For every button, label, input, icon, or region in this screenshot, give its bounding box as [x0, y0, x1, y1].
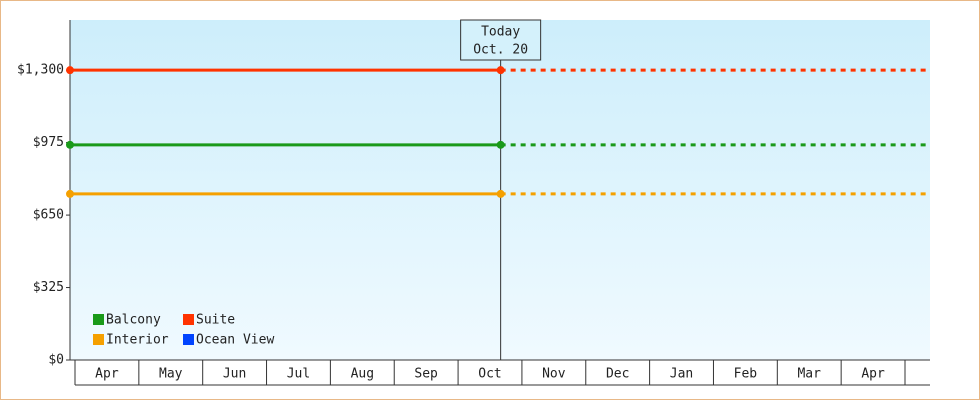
x-tick-label: Dec — [606, 367, 629, 382]
y-tick-label: $1,300 — [17, 63, 64, 78]
point — [496, 66, 505, 75]
x-tick-label: Apr — [95, 367, 119, 382]
legend-label: Ocean View — [196, 333, 274, 348]
y-tick-label: $0 — [48, 353, 64, 368]
point — [496, 140, 505, 149]
legend-label: Interior — [106, 333, 169, 348]
point — [66, 140, 74, 149]
legend-swatch — [93, 314, 104, 325]
x-tick-label: Nov — [542, 367, 566, 382]
x-tick-label: Mar — [797, 367, 821, 382]
x-tick-label: Jun — [223, 367, 246, 382]
x-tick-label: Sep — [414, 367, 438, 382]
legend-swatch — [183, 334, 194, 345]
point — [66, 66, 74, 75]
x-tick-label: Aug — [351, 367, 374, 382]
legend-swatch — [183, 314, 194, 325]
point — [496, 189, 505, 198]
legend-swatch — [93, 334, 104, 345]
y-tick-label: $650 — [33, 208, 64, 223]
legend-label: Balcony — [106, 313, 161, 328]
x-tick-label: Jan — [670, 367, 693, 382]
x-tick-label: May — [159, 367, 183, 382]
x-tick-label: Oct — [478, 367, 501, 382]
point — [66, 189, 74, 198]
x-tick-label: Apr — [861, 367, 885, 382]
x-tick-label: Feb — [734, 367, 758, 382]
x-tick-label: Jul — [287, 367, 310, 382]
y-tick-label: $975 — [33, 135, 64, 150]
today-box — [460, 19, 542, 61]
today-label: Today — [481, 25, 520, 40]
y-tick-label: $325 — [33, 280, 64, 295]
today-date: Oct. 20 — [473, 43, 528, 58]
legend-label: Suite — [196, 313, 235, 328]
